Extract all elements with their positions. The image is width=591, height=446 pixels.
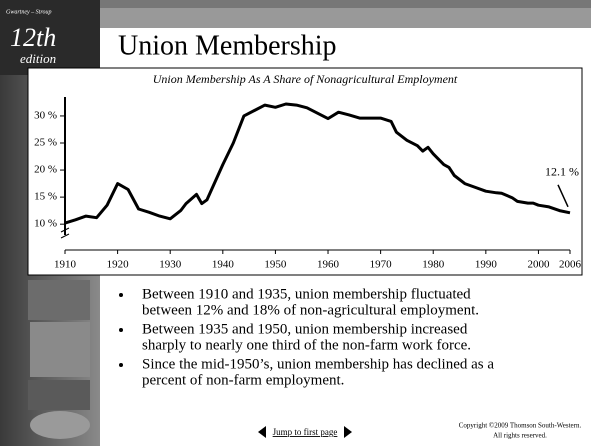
jump-link[interactable]: Jump to first page (273, 427, 338, 437)
bullet-dot (119, 363, 123, 367)
y-tick-label: 10 % (34, 218, 57, 230)
bullet-text: percent of non-farm employment. (142, 372, 344, 388)
slide-title: Union Membership (118, 30, 337, 61)
photo (28, 280, 90, 320)
authors: Gwartney – Stroup (6, 9, 51, 15)
x-tick-label: 2000 (527, 259, 550, 271)
bullet-text: Between 1910 and 1935, union membership … (142, 286, 471, 302)
y-tick-label: 20 % (34, 164, 57, 176)
x-tick-label: 1960 (317, 259, 340, 271)
chart-frame (28, 68, 582, 275)
bullet-text: Between 1935 and 1950, union membership … (142, 321, 468, 337)
y-tick-label: 15 % (34, 191, 57, 203)
edition-number: 12th (10, 23, 56, 52)
x-tick-label: 1950 (264, 259, 287, 271)
edition-label: edition (20, 51, 56, 66)
chart-title: Union Membership As A Share of Nonagricu… (153, 72, 458, 86)
bullet-dot (119, 328, 123, 332)
bullet-dot (119, 293, 123, 297)
x-tick-label: 2006 (559, 259, 582, 271)
photo (30, 322, 90, 377)
bullet-text: sharply to nearly one third of the non-f… (142, 337, 471, 353)
photo (28, 380, 90, 410)
photo (30, 411, 90, 439)
x-tick-label: 1990 (475, 259, 498, 271)
y-tick-label: 30 % (34, 109, 57, 121)
x-tick-label: 1980 (422, 259, 445, 271)
x-tick-label: 1970 (370, 259, 393, 271)
bullet-text: between 12% and 18% of non-agricultural … (142, 302, 479, 318)
x-tick-label: 1930 (159, 259, 182, 271)
y-tick-label: 25 % (34, 137, 57, 149)
copyright: Copyright ©2009 Thomson South-Western. (459, 422, 582, 430)
x-tick-label: 1940 (212, 259, 235, 271)
x-tick-label: 1910 (54, 259, 77, 271)
header-strip (100, 8, 591, 28)
slide: Gwartney – Stroup 12th edition Union Mem… (0, 0, 591, 446)
annotation: 12.1 % (545, 165, 579, 179)
x-tick-label: 1920 (107, 259, 130, 271)
copyright: All rights reserved. (493, 432, 547, 440)
bullet-text: Since the mid-1950’s, union membership h… (142, 356, 494, 372)
